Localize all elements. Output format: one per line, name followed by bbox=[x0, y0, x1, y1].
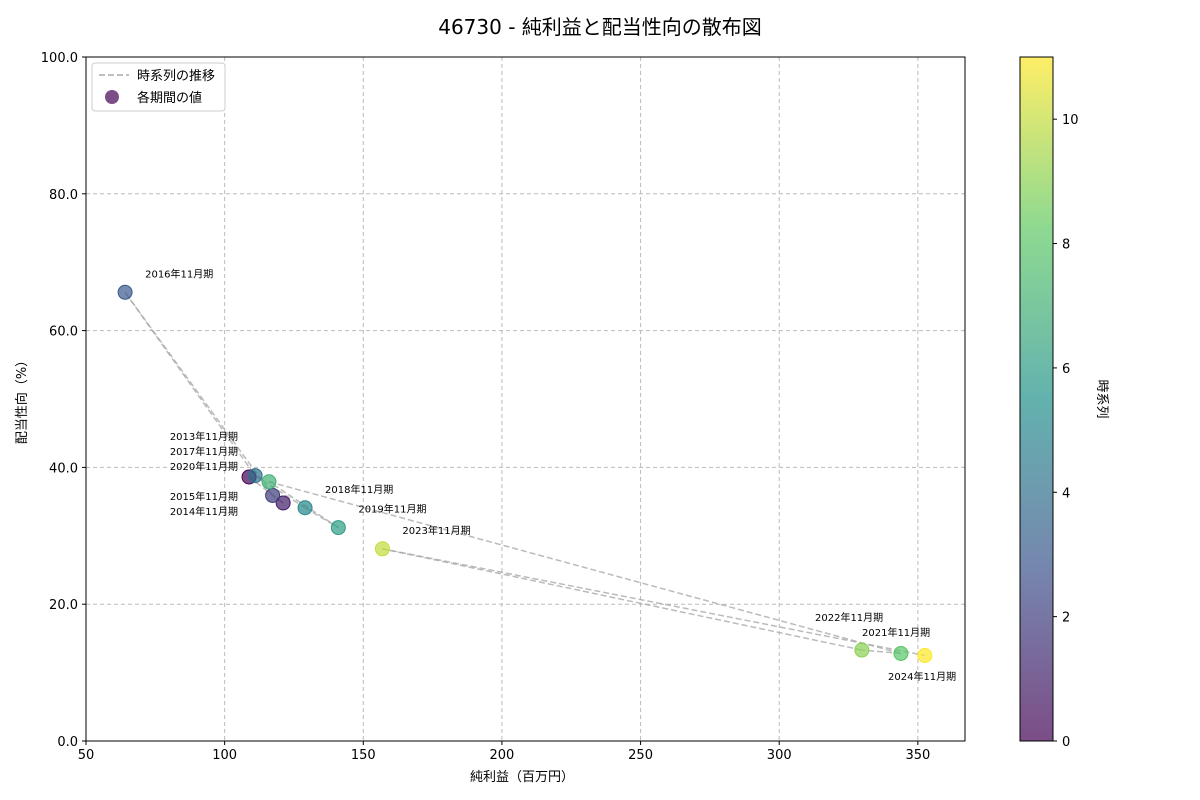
y-tick-label: 0.0 bbox=[57, 735, 78, 750]
trend-segment bbox=[268, 481, 902, 655]
y-tick-label: 60.0 bbox=[49, 325, 78, 340]
colorbar-tick-label: 8 bbox=[1062, 238, 1070, 253]
colorbar-tick-label: 6 bbox=[1062, 362, 1070, 377]
trend-segment bbox=[382, 548, 863, 651]
trend-segment bbox=[124, 291, 256, 477]
data-point bbox=[330, 520, 346, 536]
y-axis-label: 配当性向（%） bbox=[14, 354, 30, 444]
y-tick-label: 100.0 bbox=[41, 51, 78, 66]
x-tick-label: 350 bbox=[905, 748, 930, 763]
point-label: 2021年11月期 bbox=[862, 626, 930, 639]
data-point bbox=[275, 495, 291, 511]
point-label: 2019年11月期 bbox=[358, 503, 426, 516]
trend-segment bbox=[382, 548, 925, 657]
point-label: 2016年11月期 bbox=[145, 267, 213, 280]
x-axis-label: 純利益（百万円） bbox=[470, 770, 574, 785]
x-tick-label: 250 bbox=[628, 748, 653, 763]
colorbar-tick-label: 10 bbox=[1062, 113, 1079, 128]
x-ticks: 50 100 150 200 250 300 350 bbox=[78, 741, 930, 763]
data-point bbox=[297, 500, 313, 516]
y-tick-label: 20.0 bbox=[49, 598, 78, 613]
colorbar-tick-label: 4 bbox=[1062, 486, 1070, 501]
point-label: 2022年11月期 bbox=[815, 611, 883, 624]
data-point bbox=[261, 474, 277, 490]
x-tick-label: 300 bbox=[767, 748, 792, 763]
point-label: 2017年11月期 bbox=[170, 445, 238, 458]
grid bbox=[85, 56, 965, 742]
point-label: 2013年11月期 bbox=[170, 430, 238, 443]
y-tick-label: 40.0 bbox=[49, 461, 78, 476]
data-point bbox=[247, 468, 263, 484]
x-tick-label: 150 bbox=[351, 748, 376, 763]
trend-segment bbox=[248, 476, 284, 504]
x-tick-label: 100 bbox=[212, 748, 237, 763]
data-point bbox=[893, 645, 909, 661]
data-point bbox=[854, 642, 870, 658]
colorbar-ticks: 0 2 4 6 8 10 bbox=[1053, 113, 1079, 750]
point-label: 2024年11月期 bbox=[888, 670, 956, 683]
points bbox=[117, 284, 933, 663]
point-label: 2020年11月期 bbox=[170, 460, 238, 473]
point-label: 2015年11月期 bbox=[170, 490, 238, 503]
point-label: 2018年11月期 bbox=[325, 483, 393, 496]
point-label: 2014年11月期 bbox=[170, 505, 238, 518]
point-label: 2023年11月期 bbox=[402, 524, 470, 537]
x-tick-label: 50 bbox=[78, 748, 95, 763]
y-tick-label: 80.0 bbox=[49, 188, 78, 203]
data-point bbox=[265, 487, 281, 503]
y-ticks: 0.0 20.0 40.0 60.0 80.0 100.0 bbox=[41, 51, 86, 750]
plot-frame bbox=[85, 56, 966, 742]
point-labels: 2013年11月期 2014年11月期 2015年11月期 2016年11月期 2017… bbox=[145, 267, 956, 683]
legend-entry-trend: 時系列の推移 bbox=[137, 69, 215, 84]
colorbar bbox=[1019, 56, 1054, 742]
legend-entry-values: 各期間の値 bbox=[137, 90, 202, 106]
x-tick-label: 200 bbox=[490, 748, 515, 763]
data-point bbox=[374, 541, 390, 557]
colorbar-label: 時系列 bbox=[1094, 379, 1109, 418]
data-point bbox=[117, 284, 133, 300]
legend-marker-icon bbox=[105, 90, 119, 104]
colorbar-tick-label: 2 bbox=[1062, 611, 1070, 626]
legend: 時系列の推移 各期間の値 bbox=[91, 62, 226, 112]
chart-title: 46730 - 純利益と配当性向の散布図 bbox=[438, 15, 762, 39]
colorbar-tick-label: 0 bbox=[1062, 735, 1070, 750]
data-point bbox=[917, 648, 933, 663]
